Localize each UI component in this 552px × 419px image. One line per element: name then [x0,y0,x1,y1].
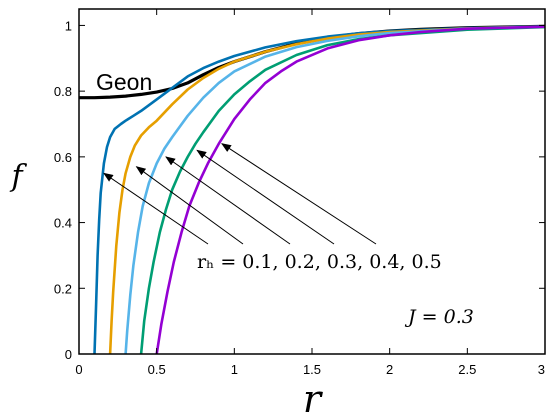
y-tick-label: 1 [65,18,72,33]
y-tick-label: 0.2 [54,281,72,296]
rh-series-line-5 [155,25,546,355]
rh-series-line-3 [124,25,546,355]
tick-layer: 0 0.5 1 1.5 2 2.5 3 0 0.2 0.4 0.6 0.8 1 [54,9,546,377]
annotation-arrow-2 [135,166,244,245]
y-tick-label: 0.4 [54,216,72,231]
x-tick-label: 0 [75,362,82,377]
x-axis-label: r [303,377,324,419]
arrow-layer [103,143,377,245]
y-tick-label: 0.6 [54,150,72,165]
annotation-arrow-5 [221,143,377,245]
j-annotation: J = 0.3 [404,306,474,328]
y-tick-label: 0.8 [54,84,72,99]
geon-series-label: Geon [96,69,152,95]
x-tick-label: 0.5 [148,362,166,377]
rh-series-line-1 [93,25,546,355]
x-tick-label: 3 [538,362,545,377]
rh-annotation: rₕ = 0.1, 0.2, 0.3, 0.4, 0.5 [197,251,442,273]
y-tick-label: 0 [65,347,72,362]
x-tick-label: 2.5 [458,362,476,377]
rh-series-line-4 [139,25,546,355]
x-tick-label: 1 [231,362,238,377]
x-tick-label: 2 [386,362,393,377]
annotation-arrow-3 [165,156,291,245]
series-layer [79,24,546,355]
rh-series-line-2 [108,25,546,355]
annotation-arrow-1 [103,172,209,245]
annotation-arrow-4 [196,149,335,245]
y-axis-label: f [9,159,27,194]
x-tick-label: 1.5 [303,362,321,377]
